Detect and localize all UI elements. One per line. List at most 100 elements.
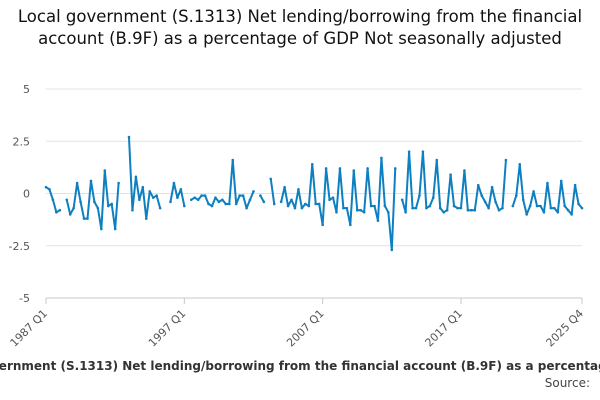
data-point[interactable] <box>393 167 397 170</box>
data-point[interactable] <box>400 198 404 202</box>
data-point[interactable] <box>425 206 428 210</box>
data-point[interactable] <box>525 213 528 216</box>
data-point[interactable] <box>227 202 231 206</box>
data-point[interactable] <box>283 185 286 189</box>
data-point[interactable] <box>89 179 93 183</box>
data-point[interactable] <box>151 196 155 199</box>
data-point[interactable] <box>528 204 532 208</box>
data-point[interactable] <box>473 208 477 212</box>
data-point[interactable] <box>566 208 570 212</box>
data-point[interactable] <box>183 204 186 208</box>
data-point[interactable] <box>58 208 62 212</box>
data-point[interactable] <box>553 206 556 210</box>
data-point[interactable] <box>549 206 553 210</box>
data-point[interactable] <box>86 217 89 220</box>
data-point[interactable] <box>103 169 107 172</box>
data-point[interactable] <box>556 211 560 214</box>
data-point[interactable] <box>342 206 345 210</box>
data-point[interactable] <box>307 204 311 208</box>
data-point[interactable] <box>158 206 162 210</box>
data-point[interactable] <box>521 198 525 202</box>
data-point[interactable] <box>144 217 148 220</box>
data-point[interactable] <box>328 198 331 202</box>
data-point[interactable] <box>494 200 497 204</box>
data-point[interactable] <box>483 200 487 204</box>
data-point[interactable] <box>515 194 518 197</box>
data-point[interactable] <box>79 200 82 204</box>
data-point[interactable] <box>438 206 442 210</box>
data-point[interactable] <box>110 202 113 206</box>
data-point[interactable] <box>300 206 304 210</box>
data-point[interactable] <box>117 181 120 185</box>
data-point[interactable] <box>376 219 380 222</box>
data-point[interactable] <box>293 206 297 210</box>
data-point[interactable] <box>210 204 214 208</box>
data-point[interactable] <box>390 248 394 252</box>
data-point[interactable] <box>310 162 314 166</box>
data-point[interactable] <box>497 208 501 212</box>
data-point[interactable] <box>577 202 580 206</box>
data-point[interactable] <box>148 190 152 193</box>
data-point[interactable] <box>248 198 252 202</box>
data-point[interactable] <box>383 204 387 208</box>
data-point[interactable] <box>546 181 549 185</box>
data-point[interactable] <box>224 202 228 206</box>
data-point[interactable] <box>245 206 248 210</box>
data-point[interactable] <box>470 208 473 212</box>
data-point[interactable] <box>418 194 421 197</box>
data-point[interactable] <box>539 204 542 208</box>
data-point[interactable] <box>96 206 100 210</box>
data-point[interactable] <box>138 198 141 202</box>
data-point[interactable] <box>72 206 75 210</box>
data-point[interactable] <box>452 204 456 208</box>
data-point[interactable] <box>127 135 131 139</box>
data-point[interactable] <box>335 211 338 214</box>
data-point[interactable] <box>380 156 383 160</box>
data-point[interactable] <box>373 204 376 208</box>
data-point[interactable] <box>179 188 183 191</box>
data-point[interactable] <box>542 211 546 214</box>
data-point[interactable] <box>169 200 172 204</box>
data-point[interactable] <box>279 200 283 204</box>
data-point[interactable] <box>535 204 539 208</box>
data-point[interactable] <box>407 150 411 153</box>
data-point[interactable] <box>304 202 307 206</box>
data-point[interactable] <box>231 158 235 162</box>
data-point[interactable] <box>511 204 515 208</box>
data-point[interactable] <box>428 204 432 208</box>
data-point[interactable] <box>297 188 300 191</box>
data-point[interactable] <box>352 169 356 172</box>
data-point[interactable] <box>518 162 522 166</box>
data-point[interactable] <box>131 208 134 212</box>
data-point[interactable] <box>262 200 266 204</box>
data-point[interactable] <box>476 183 480 187</box>
data-point[interactable] <box>355 208 359 212</box>
data-point[interactable] <box>580 206 584 210</box>
data-point[interactable] <box>207 202 210 206</box>
data-point[interactable] <box>269 177 273 181</box>
data-point[interactable] <box>155 194 158 197</box>
data-point[interactable] <box>442 211 445 214</box>
data-point[interactable] <box>290 198 293 202</box>
data-point[interactable] <box>272 202 276 206</box>
data-point[interactable] <box>317 202 321 206</box>
data-point[interactable] <box>573 183 577 187</box>
data-point[interactable] <box>134 175 138 179</box>
data-point[interactable] <box>366 167 369 170</box>
data-point[interactable] <box>234 202 238 206</box>
data-point[interactable] <box>106 204 110 208</box>
data-point[interactable] <box>411 206 414 210</box>
data-point[interactable] <box>563 204 567 208</box>
data-point[interactable] <box>252 190 255 193</box>
data-point[interactable] <box>445 208 449 212</box>
data-point[interactable] <box>113 227 117 231</box>
data-point[interactable] <box>321 223 324 227</box>
data-point[interactable] <box>100 227 103 231</box>
data-point[interactable] <box>65 198 69 202</box>
data-point[interactable] <box>176 196 179 199</box>
data-point[interactable] <box>55 211 58 214</box>
data-point[interactable] <box>221 198 224 202</box>
data-point[interactable] <box>203 194 207 197</box>
data-point[interactable] <box>48 188 51 191</box>
data-point[interactable] <box>75 181 79 185</box>
